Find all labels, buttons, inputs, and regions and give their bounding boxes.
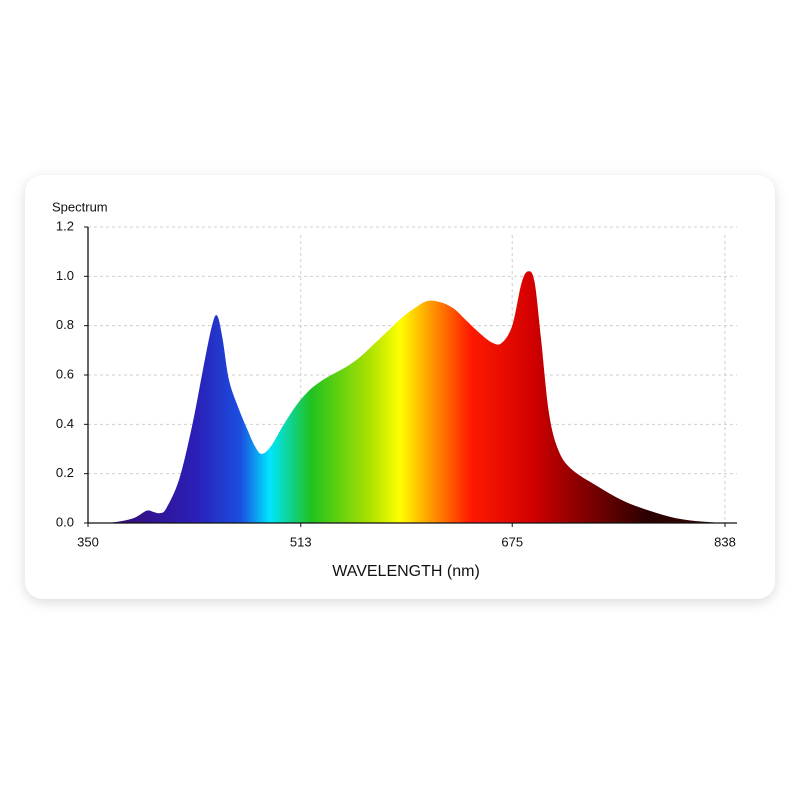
y-tick-label: 0.2 xyxy=(56,465,74,480)
spectrum-area xyxy=(88,271,725,523)
x-tick-label: 513 xyxy=(290,534,312,549)
y-tick-label: 0.4 xyxy=(56,416,74,431)
tick-labels: 0.0 0.2 0.4 0.6 0.8 1.0 1.2 350 513 675 838 xyxy=(56,218,736,549)
y-tick-label: 0.6 xyxy=(56,366,74,381)
x-tick-label: 838 xyxy=(714,534,736,549)
plot xyxy=(88,271,725,523)
y-tick-label: 0.8 xyxy=(56,317,74,332)
y-tick-label: 1.0 xyxy=(56,268,74,283)
y-tick-label: 0.0 xyxy=(56,514,74,529)
x-axis-label: WAVELENGTH (nm) xyxy=(332,563,480,580)
x-tick-label: 675 xyxy=(501,534,523,549)
y-tick-label: 1.2 xyxy=(56,218,74,233)
y-axis-label: Spectrum xyxy=(52,199,108,214)
x-tick-label: 350 xyxy=(77,534,99,549)
